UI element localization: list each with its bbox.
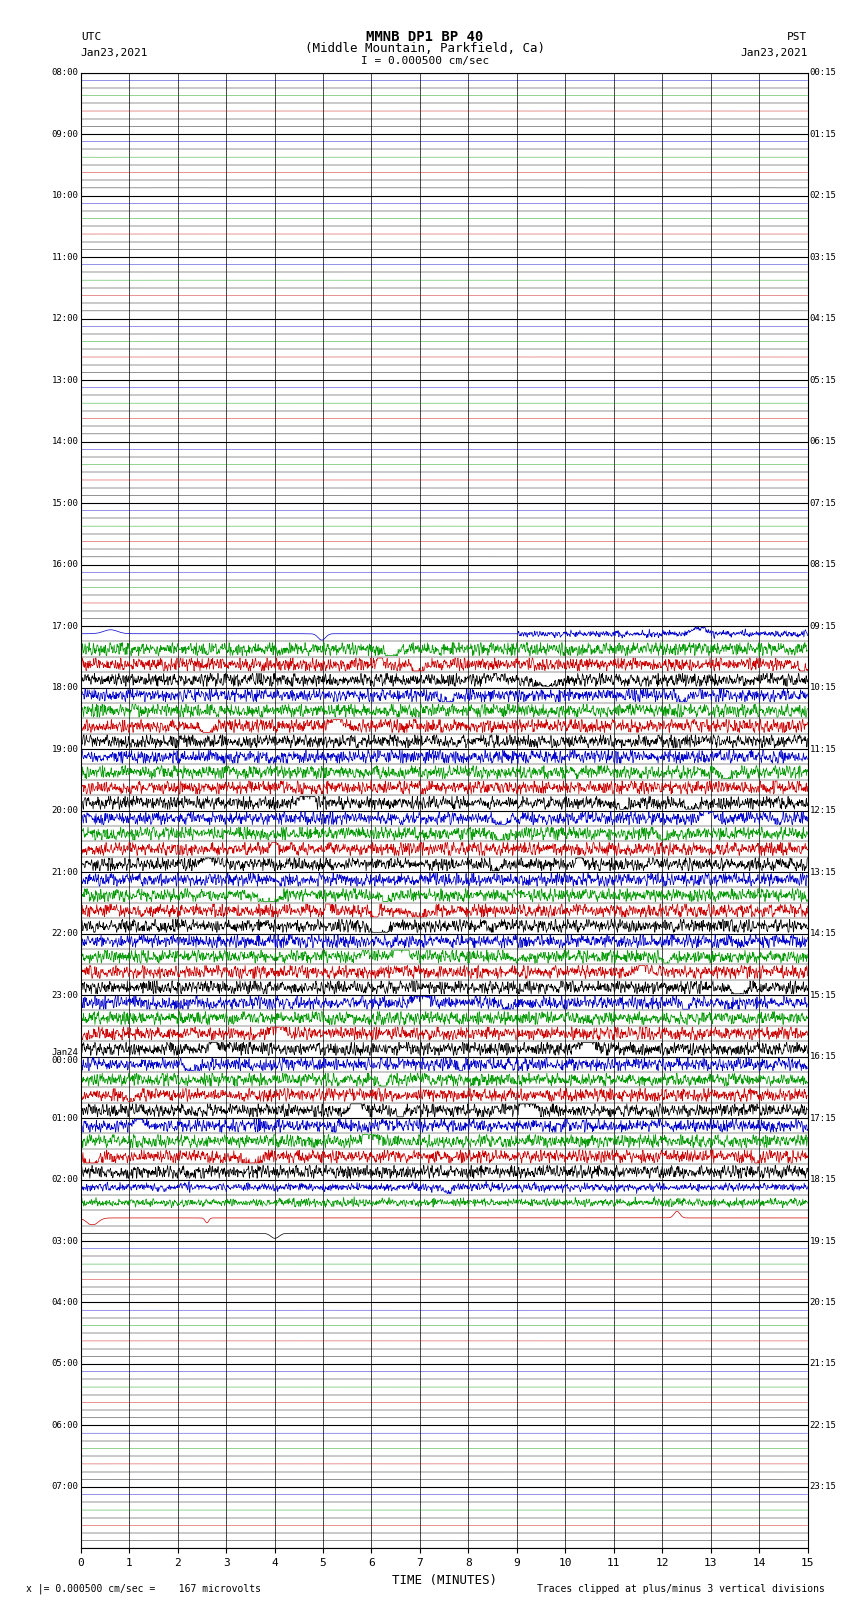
Text: 15:00: 15:00 xyxy=(52,498,78,508)
Text: 16:00: 16:00 xyxy=(52,560,78,569)
Text: 16:15: 16:15 xyxy=(810,1052,836,1061)
Text: Jan24
00:00: Jan24 00:00 xyxy=(52,1048,78,1065)
Text: 14:00: 14:00 xyxy=(52,437,78,447)
Text: 20:00: 20:00 xyxy=(52,806,78,815)
Text: 22:15: 22:15 xyxy=(810,1421,836,1431)
Text: 15:15: 15:15 xyxy=(810,990,836,1000)
Text: 09:15: 09:15 xyxy=(810,621,836,631)
Text: UTC: UTC xyxy=(81,32,101,42)
Text: 23:00: 23:00 xyxy=(52,990,78,1000)
Text: x |= 0.000500 cm/sec =    167 microvolts: x |= 0.000500 cm/sec = 167 microvolts xyxy=(26,1584,260,1595)
Text: 23:15: 23:15 xyxy=(810,1482,836,1492)
Text: Traces clipped at plus/minus 3 vertical divisions: Traces clipped at plus/minus 3 vertical … xyxy=(536,1584,824,1594)
Text: 09:00: 09:00 xyxy=(52,129,78,139)
Text: 02:15: 02:15 xyxy=(810,190,836,200)
Text: 11:15: 11:15 xyxy=(810,745,836,753)
Text: MMNB DP1 BP 40: MMNB DP1 BP 40 xyxy=(366,29,484,44)
Text: 10:15: 10:15 xyxy=(810,682,836,692)
Text: 22:00: 22:00 xyxy=(52,929,78,939)
Text: 05:00: 05:00 xyxy=(52,1360,78,1368)
Text: Jan23,2021: Jan23,2021 xyxy=(740,48,808,58)
Text: 05:15: 05:15 xyxy=(810,376,836,384)
Text: 07:00: 07:00 xyxy=(52,1482,78,1492)
Text: 08:00: 08:00 xyxy=(52,68,78,77)
X-axis label: TIME (MINUTES): TIME (MINUTES) xyxy=(392,1574,496,1587)
Text: 12:00: 12:00 xyxy=(52,315,78,323)
Text: 13:15: 13:15 xyxy=(810,868,836,876)
Text: 18:15: 18:15 xyxy=(810,1174,836,1184)
Text: 02:00: 02:00 xyxy=(52,1174,78,1184)
Text: PST: PST xyxy=(787,32,808,42)
Text: 01:00: 01:00 xyxy=(52,1113,78,1123)
Text: 12:15: 12:15 xyxy=(810,806,836,815)
Text: 03:15: 03:15 xyxy=(810,253,836,261)
Text: 19:00: 19:00 xyxy=(52,745,78,753)
Text: 18:00: 18:00 xyxy=(52,682,78,692)
Text: 21:00: 21:00 xyxy=(52,868,78,876)
Text: 04:15: 04:15 xyxy=(810,315,836,323)
Text: 10:00: 10:00 xyxy=(52,190,78,200)
Text: (Middle Mountain, Parkfield, Ca): (Middle Mountain, Parkfield, Ca) xyxy=(305,42,545,55)
Text: 06:15: 06:15 xyxy=(810,437,836,447)
Text: 04:00: 04:00 xyxy=(52,1298,78,1307)
Text: 21:15: 21:15 xyxy=(810,1360,836,1368)
Text: 06:00: 06:00 xyxy=(52,1421,78,1431)
Text: 11:00: 11:00 xyxy=(52,253,78,261)
Text: 17:15: 17:15 xyxy=(810,1113,836,1123)
Text: 07:15: 07:15 xyxy=(810,498,836,508)
Text: 08:15: 08:15 xyxy=(810,560,836,569)
Text: 01:15: 01:15 xyxy=(810,129,836,139)
Text: Jan23,2021: Jan23,2021 xyxy=(81,48,148,58)
Text: 13:00: 13:00 xyxy=(52,376,78,384)
Text: I = 0.000500 cm/sec: I = 0.000500 cm/sec xyxy=(361,56,489,66)
Text: 00:15: 00:15 xyxy=(810,68,836,77)
Text: 14:15: 14:15 xyxy=(810,929,836,939)
Text: 19:15: 19:15 xyxy=(810,1237,836,1245)
Text: 20:15: 20:15 xyxy=(810,1298,836,1307)
Text: 03:00: 03:00 xyxy=(52,1237,78,1245)
Text: 17:00: 17:00 xyxy=(52,621,78,631)
